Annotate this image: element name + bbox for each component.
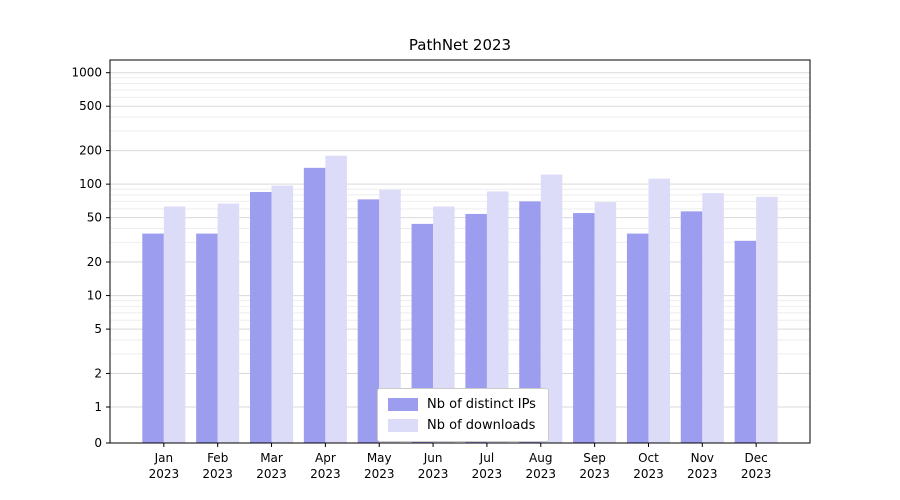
svg-text:Mar: Mar: [260, 451, 283, 465]
svg-text:2023: 2023: [418, 467, 449, 481]
svg-text:0: 0: [94, 436, 102, 450]
legend-item-downloads: Nb of downloads: [388, 418, 536, 433]
svg-text:Dec: Dec: [745, 451, 768, 465]
svg-text:10: 10: [87, 289, 102, 303]
svg-text:2023: 2023: [687, 467, 718, 481]
svg-text:200: 200: [79, 144, 102, 158]
svg-text:50: 50: [87, 211, 102, 225]
svg-text:Nov: Nov: [691, 451, 714, 465]
chart-legend: Nb of distinct IPs Nb of downloads: [377, 388, 549, 442]
legend-swatch-downloads: [388, 419, 418, 432]
svg-text:2023: 2023: [741, 467, 772, 481]
svg-text:1000: 1000: [71, 66, 102, 80]
svg-text:2023: 2023: [256, 467, 287, 481]
svg-text:Feb: Feb: [207, 451, 228, 465]
svg-text:100: 100: [79, 177, 102, 191]
svg-text:Jan: Jan: [154, 451, 174, 465]
chart-title: PathNet 2023: [408, 36, 512, 54]
svg-text:Jul: Jul: [479, 451, 494, 465]
svg-text:Sep: Sep: [583, 451, 606, 465]
svg-text:2023: 2023: [525, 467, 556, 481]
svg-text:Apr: Apr: [315, 451, 336, 465]
svg-text:2023: 2023: [149, 467, 180, 481]
svg-text:Oct: Oct: [638, 451, 659, 465]
svg-text:2023: 2023: [310, 467, 341, 481]
legend-label-distinct-ips: Nb of distinct IPs: [427, 397, 536, 412]
svg-text:1: 1: [94, 400, 102, 414]
svg-text:20: 20: [87, 255, 102, 269]
svg-text:2023: 2023: [633, 467, 664, 481]
svg-text:2: 2: [94, 366, 102, 380]
legend-item-distinct-ips: Nb of distinct IPs: [388, 397, 536, 412]
legend-swatch-distinct-ips: [388, 398, 418, 411]
svg-text:5: 5: [94, 322, 102, 336]
svg-text:2023: 2023: [579, 467, 610, 481]
svg-text:2023: 2023: [472, 467, 503, 481]
svg-text:2023: 2023: [202, 467, 233, 481]
svg-text:500: 500: [79, 99, 102, 113]
svg-text:May: May: [367, 451, 392, 465]
svg-text:Aug: Aug: [529, 451, 552, 465]
legend-label-downloads: Nb of downloads: [427, 418, 536, 433]
svg-text:Jun: Jun: [423, 451, 443, 465]
svg-text:2023: 2023: [364, 467, 395, 481]
